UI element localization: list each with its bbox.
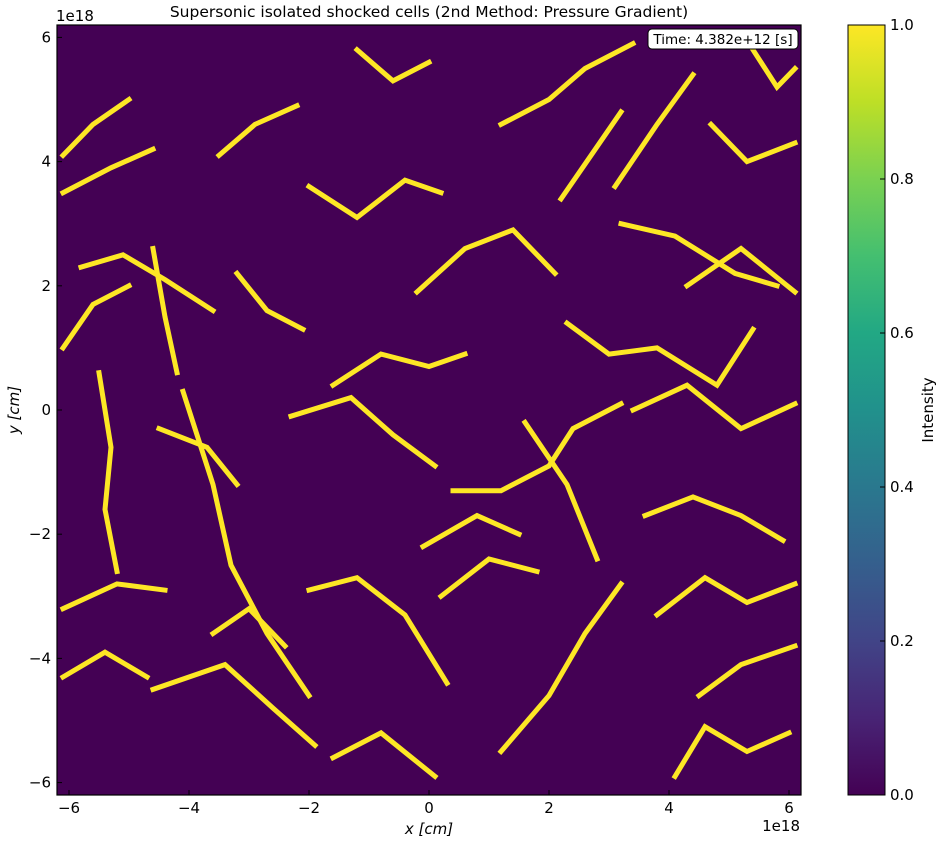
shock-front: [59, 96, 133, 159]
shock-front: [96, 369, 120, 575]
shock-front: [641, 494, 787, 544]
y-tick-label: 2: [41, 277, 51, 295]
shock-front: [653, 574, 799, 619]
shock-front: [59, 282, 133, 352]
shock-front: [329, 729, 439, 780]
shock-front: [749, 46, 799, 92]
x-tick-label: 0: [424, 799, 434, 817]
heatmap-plot: [56, 24, 802, 796]
shock-front: [59, 649, 151, 681]
shock-front: [671, 723, 793, 780]
shock-front: [179, 388, 313, 700]
shock-front: [305, 177, 445, 221]
heatmap-background: [57, 25, 801, 795]
colorbar-gradient: [848, 25, 885, 795]
x-axis-ticks: −6 −4 −2 0 2 4 6: [58, 790, 794, 817]
shock-front: [209, 605, 289, 650]
shock-front: [59, 145, 157, 197]
x-tick-label: −2: [298, 799, 320, 817]
shock-front: [155, 425, 241, 489]
y-tick-label: −2: [29, 525, 51, 543]
chart-title: Supersonic isolated shocked cells (2nd M…: [170, 3, 688, 21]
colorbar-tick-label: 1.0: [890, 16, 914, 34]
shock-front: [215, 102, 301, 159]
x-axis-label: x [cm]: [404, 820, 453, 838]
colorbar: 0.0 0.2 0.4 0.6 0.8 1.0 Intensity: [847, 16, 937, 804]
shock-front: [557, 108, 625, 203]
shock-front: [233, 269, 307, 333]
shock-front: [287, 394, 439, 470]
shock-front: [611, 71, 697, 190]
annotation-box: [647, 28, 799, 50]
time-annotation: Time: 4.382e+12 [s]: [647, 28, 799, 50]
shock-front: [629, 382, 799, 432]
shock-front: [695, 642, 799, 700]
shock-front: [353, 46, 433, 84]
x-tick-label: −6: [58, 799, 80, 817]
shock-front: [437, 556, 541, 600]
shock-front: [413, 226, 559, 296]
shock-front: [521, 418, 601, 563]
colorbar-tick-label: 0.2: [890, 632, 914, 650]
y-tick-label: −4: [29, 649, 51, 667]
shock-fronts: [59, 40, 799, 780]
shock-front: [150, 245, 180, 376]
y-axis-label: y [cm]: [5, 386, 23, 435]
colorbar-tick-label: 0.4: [890, 478, 914, 496]
colorbar-label: Intensity: [919, 377, 937, 442]
y-tick-label: 6: [41, 28, 51, 46]
shock-front: [683, 245, 799, 296]
y-tick-label: 4: [41, 153, 51, 171]
x-tick-label: −4: [178, 799, 200, 817]
colorbar-tick-label: 0.6: [890, 324, 914, 342]
shock-front: [618, 220, 781, 289]
shock-front: [497, 580, 625, 756]
colorbar-tick-label: 0.0: [890, 786, 914, 804]
x-tick-label: 4: [664, 799, 674, 817]
y-offset-label: 1e18: [56, 7, 94, 25]
shock-front: [305, 574, 451, 687]
colorbar-ticks: 0.0 0.2 0.4 0.6 0.8 1.0: [880, 16, 914, 804]
colorbar-frame: [847, 24, 886, 796]
shock-front: [563, 319, 757, 389]
x-tick-label: 6: [784, 799, 794, 817]
x-tick-label: 2: [544, 799, 554, 817]
shock-front: [329, 350, 469, 389]
shock-front: [450, 400, 625, 494]
y-axis-ticks: −6 −4 −2 0 2 4 6: [29, 28, 62, 792]
shock-front: [59, 581, 168, 613]
shock-front: [497, 40, 637, 128]
y-tick-label: −6: [29, 774, 51, 792]
annotation-text: Time: 4.382e+12 [s]: [652, 32, 792, 48]
colorbar-tick-label: 0.8: [890, 170, 914, 188]
shock-front: [77, 252, 217, 315]
shock-front: [707, 120, 799, 165]
shock-front: [149, 661, 319, 749]
x-offset-label: 1e18: [762, 817, 800, 835]
y-tick-label: 0: [41, 401, 51, 419]
shock-front: [419, 512, 523, 551]
